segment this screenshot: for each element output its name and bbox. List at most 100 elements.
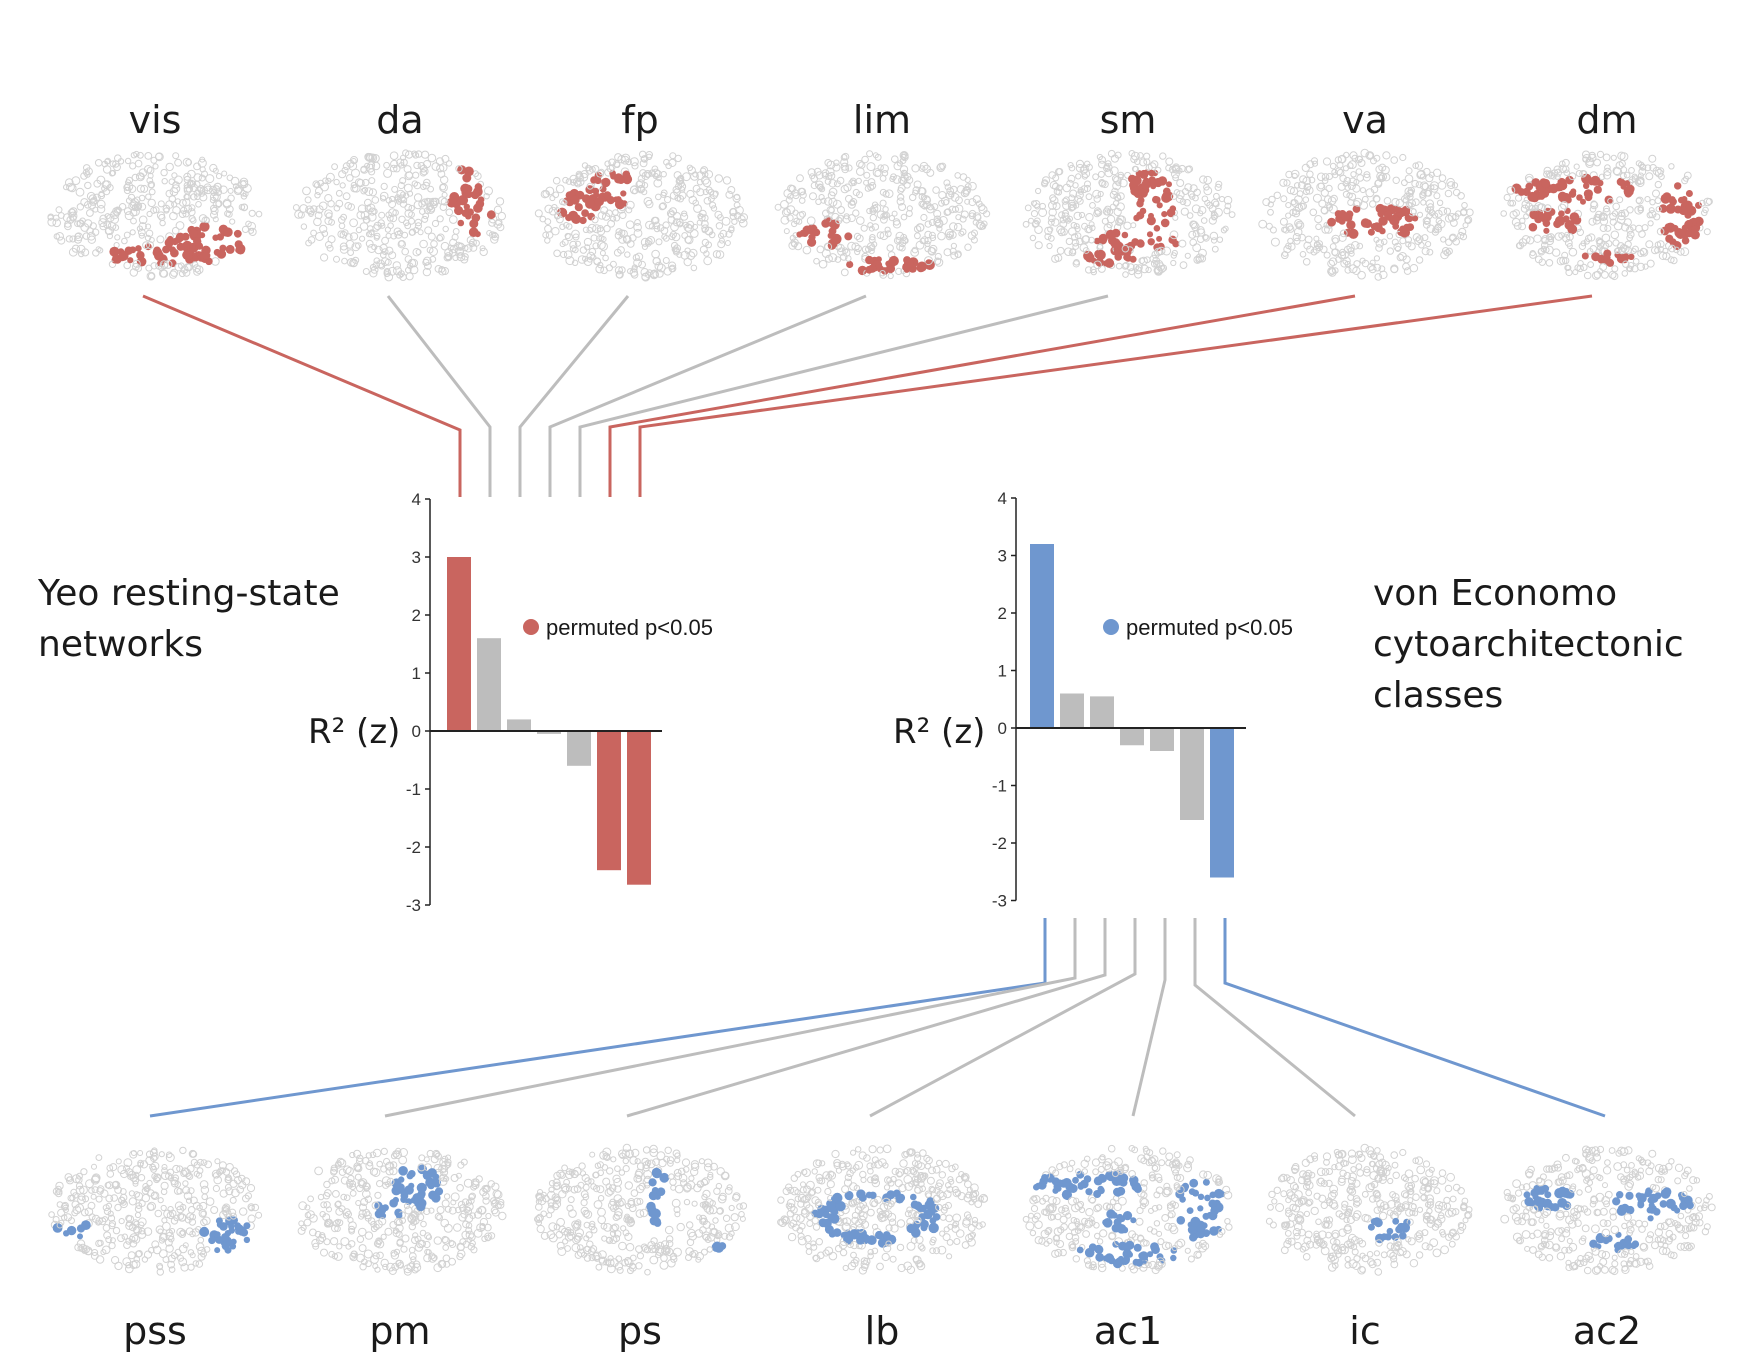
- cortex-node: [1029, 234, 1037, 242]
- cortex-node: [1030, 200, 1038, 207]
- cortex-node: [1076, 197, 1084, 205]
- cortex-node: [899, 176, 908, 185]
- cortex-node: [92, 206, 99, 213]
- cortex-node: [675, 218, 684, 227]
- cortex-node: [185, 159, 193, 166]
- cortex-node: [618, 266, 626, 274]
- cortex-node: [364, 162, 371, 169]
- cortex-node: [136, 184, 145, 193]
- region-node: [216, 249, 227, 259]
- cortex-node: [949, 222, 958, 231]
- cortex-node: [52, 218, 62, 228]
- cortex-node: [474, 172, 482, 180]
- cortex-node: [146, 271, 156, 281]
- cortex-node: [178, 270, 186, 278]
- cortex-node: [634, 252, 644, 261]
- cortex-node: [423, 256, 432, 266]
- cortex-node: [1153, 260, 1161, 268]
- cortex-node: [680, 250, 690, 260]
- region-node: [585, 199, 595, 209]
- cortex-node: [876, 231, 885, 239]
- cortex-node: [823, 242, 833, 252]
- region-node: [920, 1224, 928, 1232]
- cortex-node: [372, 224, 380, 232]
- cortex-node: [703, 256, 713, 266]
- cortex-node: [786, 205, 796, 215]
- cortex-node: [174, 198, 181, 205]
- cortex-node: [837, 247, 846, 256]
- region-node: [1399, 225, 1407, 233]
- cortex-node: [240, 180, 249, 189]
- cortex-node: [383, 271, 390, 278]
- region-node: [1685, 220, 1693, 228]
- cortex-node: [1212, 200, 1220, 208]
- cortex-node: [560, 250, 568, 259]
- cortex-node: [97, 191, 106, 200]
- cortex-node: [576, 177, 585, 187]
- cortex-node: [668, 264, 677, 273]
- cortex-node: [1052, 174, 1060, 182]
- cortex-node: [556, 215, 564, 224]
- cortex-node: [419, 169, 427, 177]
- cortex-node: [466, 236, 475, 245]
- cortex-node: [371, 161, 381, 171]
- cortex-node: [304, 196, 312, 204]
- cortex-node: [880, 215, 888, 224]
- cortex-node: [68, 208, 76, 215]
- cortex-node: [371, 196, 380, 204]
- cortex-node: [824, 178, 832, 185]
- cortex-node: [722, 176, 732, 185]
- cortex-node: [861, 245, 870, 254]
- cortex-node: [73, 235, 83, 244]
- cortex-node: [696, 219, 703, 226]
- cortex-node: [571, 259, 579, 266]
- cortex-node: [672, 218, 681, 227]
- cortex-node: [863, 171, 871, 179]
- cortex-node: [619, 229, 628, 238]
- cortex-node: [365, 153, 374, 162]
- cortex-node: [914, 232, 921, 240]
- cortex-node: [903, 181, 911, 189]
- cortex-node: [376, 259, 386, 269]
- cortex-node: [1220, 227, 1228, 234]
- cortex-node: [853, 232, 862, 240]
- cortex-node: [569, 174, 578, 184]
- cortex-node: [1097, 170, 1105, 178]
- cortex-node: [379, 191, 389, 201]
- cortex-node: [655, 238, 663, 246]
- cortex-node: [1077, 187, 1084, 194]
- cortex-node: [655, 269, 664, 278]
- cortex-node: [497, 211, 506, 221]
- cortex-node: [539, 215, 547, 223]
- cortex-node: [833, 159, 840, 167]
- cortex-node: [157, 200, 165, 208]
- region-node: [1204, 1194, 1211, 1202]
- cortex-node: [445, 208, 454, 217]
- cortex-node: [198, 214, 208, 223]
- cortex-node: [148, 237, 155, 243]
- cortex-node: [1052, 202, 1061, 210]
- cortex-node: [385, 211, 393, 219]
- cortex-node: [968, 181, 977, 191]
- cortex-node: [379, 222, 386, 229]
- region-node: [1062, 1191, 1070, 1199]
- cortex-node: [426, 205, 436, 214]
- cortex-node: [367, 244, 377, 253]
- cortex-node: [418, 200, 426, 208]
- cortex-node: [294, 210, 304, 219]
- cortex-node: [868, 244, 876, 252]
- cortex-node: [1211, 245, 1219, 253]
- cortex-node: [825, 167, 835, 177]
- cortex-node: [422, 267, 432, 277]
- cortex-node: [1130, 155, 1138, 163]
- cortex-node: [192, 264, 201, 273]
- cortex-node: [333, 204, 341, 212]
- region-node: [869, 1191, 877, 1200]
- region-node: [849, 1229, 860, 1240]
- cortex-node: [1191, 204, 1201, 214]
- cortex-node: [163, 260, 173, 269]
- cortex-node: [427, 232, 436, 241]
- region-node: [1360, 218, 1371, 228]
- cortex-node: [383, 168, 393, 178]
- region-node: [1620, 255, 1629, 264]
